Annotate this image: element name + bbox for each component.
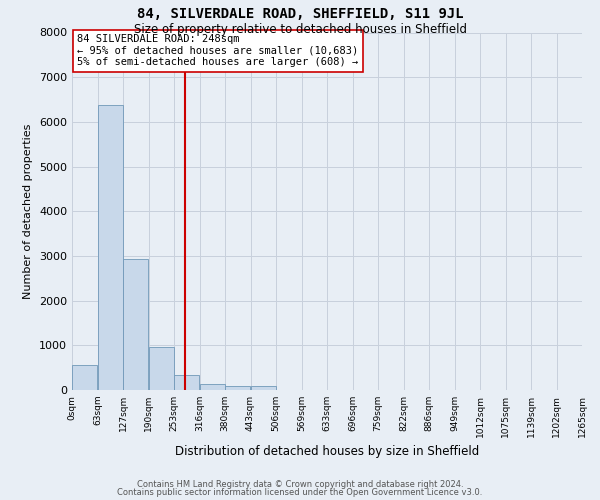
Bar xyxy=(251,386,275,390)
Bar xyxy=(226,386,250,390)
Text: Contains public sector information licensed under the Open Government Licence v3: Contains public sector information licen… xyxy=(118,488,482,497)
Bar xyxy=(73,364,97,390)
Text: 84, SILVERDALE ROAD, SHEFFIELD, S11 9JL: 84, SILVERDALE ROAD, SHEFFIELD, S11 9JL xyxy=(137,8,463,22)
Bar xyxy=(98,106,122,390)
Bar xyxy=(124,258,148,390)
Y-axis label: Number of detached properties: Number of detached properties xyxy=(23,124,34,299)
Text: Size of property relative to detached houses in Sheffield: Size of property relative to detached ho… xyxy=(133,22,467,36)
Text: 84 SILVERDALE ROAD: 248sqm
← 95% of detached houses are smaller (10,683)
5% of s: 84 SILVERDALE ROAD: 248sqm ← 95% of deta… xyxy=(77,34,358,68)
X-axis label: Distribution of detached houses by size in Sheffield: Distribution of detached houses by size … xyxy=(175,446,479,458)
Bar xyxy=(175,375,199,390)
Bar xyxy=(200,384,224,390)
Text: Contains HM Land Registry data © Crown copyright and database right 2024.: Contains HM Land Registry data © Crown c… xyxy=(137,480,463,489)
Bar xyxy=(149,347,173,390)
